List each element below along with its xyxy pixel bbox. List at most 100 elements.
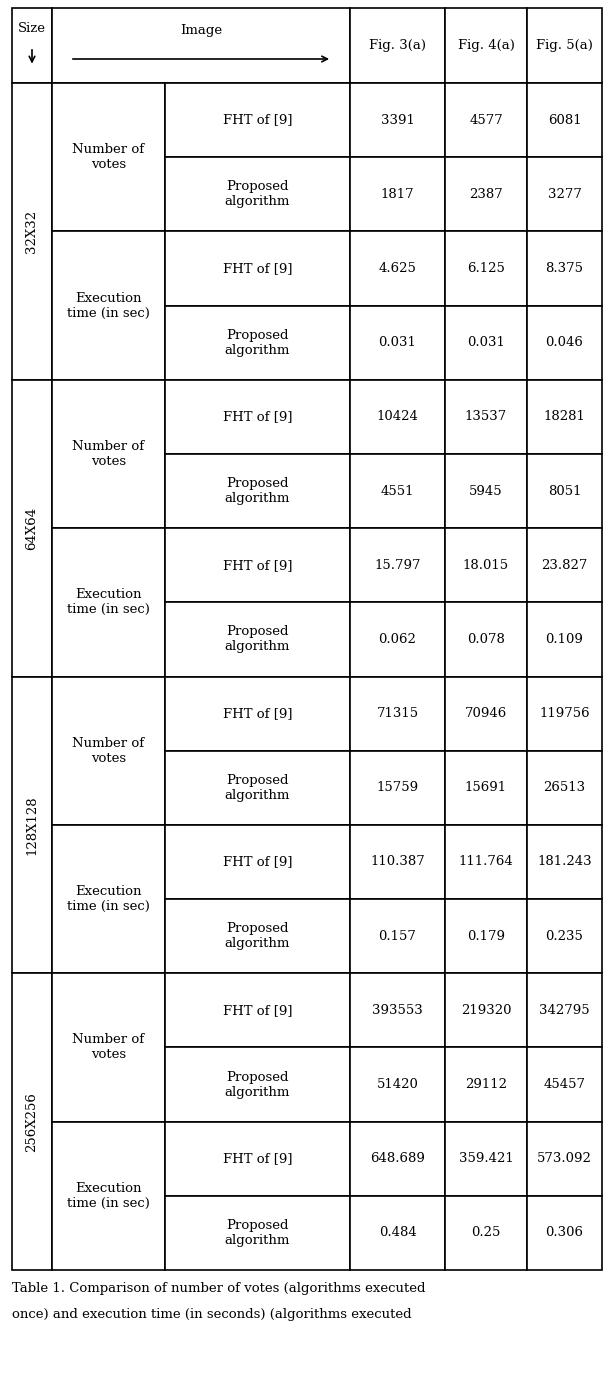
Text: 0.031: 0.031 <box>467 336 505 349</box>
Text: 8.375: 8.375 <box>545 262 583 275</box>
Text: 8051: 8051 <box>548 484 581 497</box>
Bar <box>445 1048 527 1121</box>
Text: 4.625: 4.625 <box>379 262 416 275</box>
Text: Proposed
algorithm: Proposed algorithm <box>225 1219 290 1247</box>
Bar <box>165 750 350 825</box>
Text: 29112: 29112 <box>465 1078 507 1091</box>
Bar <box>12 677 52 973</box>
Bar <box>12 83 52 379</box>
Bar <box>445 454 527 529</box>
Text: 23.827: 23.827 <box>542 559 588 572</box>
Bar <box>350 973 445 1048</box>
Text: Proposed
algorithm: Proposed algorithm <box>225 774 290 801</box>
Text: FHT of [9]: FHT of [9] <box>223 410 292 424</box>
Bar <box>350 677 445 750</box>
Bar <box>12 973 52 1271</box>
Bar <box>52 825 165 973</box>
Text: 0.157: 0.157 <box>379 930 416 943</box>
Text: 3277: 3277 <box>548 188 581 201</box>
Text: Execution
time (in sec): Execution time (in sec) <box>67 1182 150 1210</box>
Text: Execution
time (in sec): Execution time (in sec) <box>67 588 150 616</box>
Text: 5945: 5945 <box>469 484 503 497</box>
Text: Proposed
algorithm: Proposed algorithm <box>225 477 290 505</box>
Bar <box>527 973 602 1048</box>
Text: 71315: 71315 <box>376 707 419 720</box>
Text: once) and execution time (in seconds) (algorithms executed: once) and execution time (in seconds) (a… <box>12 1308 411 1320</box>
Text: Proposed
algorithm: Proposed algorithm <box>225 328 290 357</box>
Text: 0.306: 0.306 <box>545 1226 583 1240</box>
Text: 0.062: 0.062 <box>379 632 416 646</box>
Text: FHT of [9]: FHT of [9] <box>223 855 292 869</box>
Bar <box>52 973 165 1121</box>
Bar <box>12 379 52 677</box>
Bar <box>165 900 350 973</box>
Bar <box>527 677 602 750</box>
Bar <box>445 1121 527 1196</box>
Bar <box>350 231 445 306</box>
Bar <box>165 677 350 750</box>
Text: 0.179: 0.179 <box>467 930 505 943</box>
Text: 181.243: 181.243 <box>537 855 592 869</box>
Text: 32X32: 32X32 <box>26 210 39 253</box>
Text: 0.046: 0.046 <box>546 336 583 349</box>
Text: 26513: 26513 <box>543 782 586 794</box>
Bar <box>165 158 350 231</box>
Text: 10424: 10424 <box>376 410 418 424</box>
Text: FHT of [9]: FHT of [9] <box>223 262 292 275</box>
Bar <box>445 677 527 750</box>
Text: 45457: 45457 <box>543 1078 586 1091</box>
Text: 0.078: 0.078 <box>467 632 505 646</box>
Bar <box>350 158 445 231</box>
Bar <box>445 529 527 602</box>
Bar <box>527 83 602 158</box>
Text: 648.689: 648.689 <box>370 1153 425 1165</box>
Bar <box>527 454 602 529</box>
Text: 0.109: 0.109 <box>546 632 583 646</box>
Bar <box>350 83 445 158</box>
Bar <box>527 158 602 231</box>
Text: 256X256: 256X256 <box>26 1092 39 1151</box>
Text: Size: Size <box>18 22 46 36</box>
Bar <box>350 1121 445 1196</box>
Text: 342795: 342795 <box>539 1003 590 1017</box>
Text: 219320: 219320 <box>460 1003 511 1017</box>
Bar <box>527 306 602 379</box>
Bar <box>527 8 602 83</box>
Bar <box>445 83 527 158</box>
Bar <box>52 1121 165 1271</box>
Bar <box>165 1048 350 1121</box>
Bar <box>52 379 165 529</box>
Bar <box>445 8 527 83</box>
Bar <box>445 973 527 1048</box>
Bar <box>350 1196 445 1271</box>
Bar <box>165 231 350 306</box>
Bar <box>527 825 602 900</box>
Text: 18.015: 18.015 <box>463 559 509 572</box>
Bar <box>350 1048 445 1121</box>
Bar <box>52 231 165 379</box>
Text: Fig. 3(a): Fig. 3(a) <box>369 39 426 53</box>
Text: Number of
votes: Number of votes <box>72 440 144 468</box>
Bar <box>527 1048 602 1121</box>
Text: Number of
votes: Number of votes <box>72 1034 144 1062</box>
Bar <box>527 1121 602 1196</box>
Bar <box>350 306 445 379</box>
Text: 2387: 2387 <box>469 188 503 201</box>
Text: 128X128: 128X128 <box>26 794 39 855</box>
Bar <box>165 306 350 379</box>
Text: 13537: 13537 <box>465 410 507 424</box>
Text: 15691: 15691 <box>465 782 507 794</box>
Text: 4551: 4551 <box>381 484 414 497</box>
Text: Table 1. Comparison of number of votes (algorithms executed: Table 1. Comparison of number of votes (… <box>12 1282 426 1295</box>
Text: 0.235: 0.235 <box>546 930 583 943</box>
Bar <box>350 8 445 83</box>
Text: 110.387: 110.387 <box>370 855 425 869</box>
Text: 1817: 1817 <box>381 188 414 201</box>
Bar <box>350 750 445 825</box>
Bar <box>165 973 350 1048</box>
Bar <box>165 825 350 900</box>
Text: Proposed
algorithm: Proposed algorithm <box>225 1071 290 1099</box>
Bar <box>445 231 527 306</box>
Text: 4577: 4577 <box>469 113 503 126</box>
Text: FHT of [9]: FHT of [9] <box>223 1003 292 1017</box>
